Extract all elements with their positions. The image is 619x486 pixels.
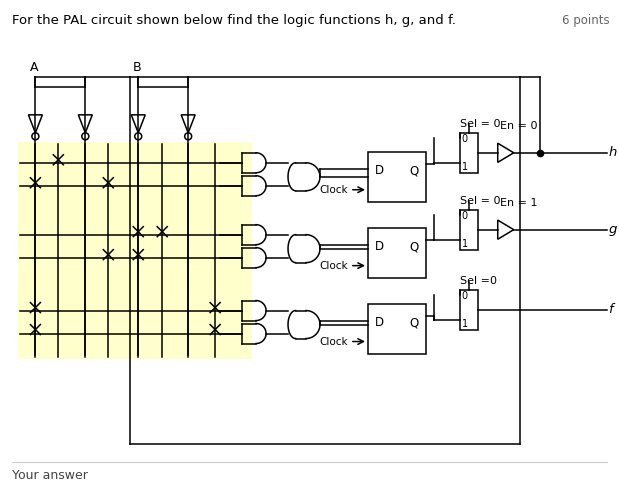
Text: D: D — [375, 316, 384, 329]
Bar — [460, 133, 478, 173]
Text: 0: 0 — [462, 134, 468, 144]
Bar — [460, 290, 478, 330]
Text: En = 0: En = 0 — [500, 121, 537, 131]
Text: 0: 0 — [462, 211, 468, 221]
Text: Sel = 0: Sel = 0 — [460, 196, 500, 206]
Text: For the PAL circuit shown below find the logic functions h, g, and f.: For the PAL circuit shown below find the… — [12, 14, 456, 27]
Text: En = 1: En = 1 — [500, 198, 537, 208]
Text: f: f — [608, 303, 613, 316]
Text: 1: 1 — [462, 239, 468, 249]
Text: h: h — [608, 146, 617, 159]
Text: Sel = 0: Sel = 0 — [460, 119, 500, 129]
Text: Clock: Clock — [319, 336, 348, 347]
Text: Q: Q — [410, 240, 419, 253]
Text: Clock: Clock — [319, 185, 348, 195]
Text: Q: Q — [410, 316, 419, 329]
Text: B: B — [133, 61, 142, 74]
Text: 6 points: 6 points — [562, 14, 610, 27]
Text: Your answer: Your answer — [12, 469, 89, 482]
Bar — [460, 209, 478, 250]
Bar — [368, 152, 426, 202]
Bar — [368, 304, 426, 353]
Text: g: g — [608, 223, 617, 236]
Text: Clock: Clock — [319, 260, 348, 271]
Text: D: D — [375, 164, 384, 177]
Text: A: A — [30, 61, 38, 74]
Text: 1: 1 — [462, 318, 468, 329]
Text: 1: 1 — [462, 162, 468, 172]
Bar — [368, 227, 426, 278]
Text: D: D — [375, 240, 384, 253]
Text: 0: 0 — [462, 291, 468, 301]
Bar — [19, 142, 252, 360]
Text: Q: Q — [410, 164, 419, 177]
Text: Sel =0: Sel =0 — [460, 276, 497, 286]
